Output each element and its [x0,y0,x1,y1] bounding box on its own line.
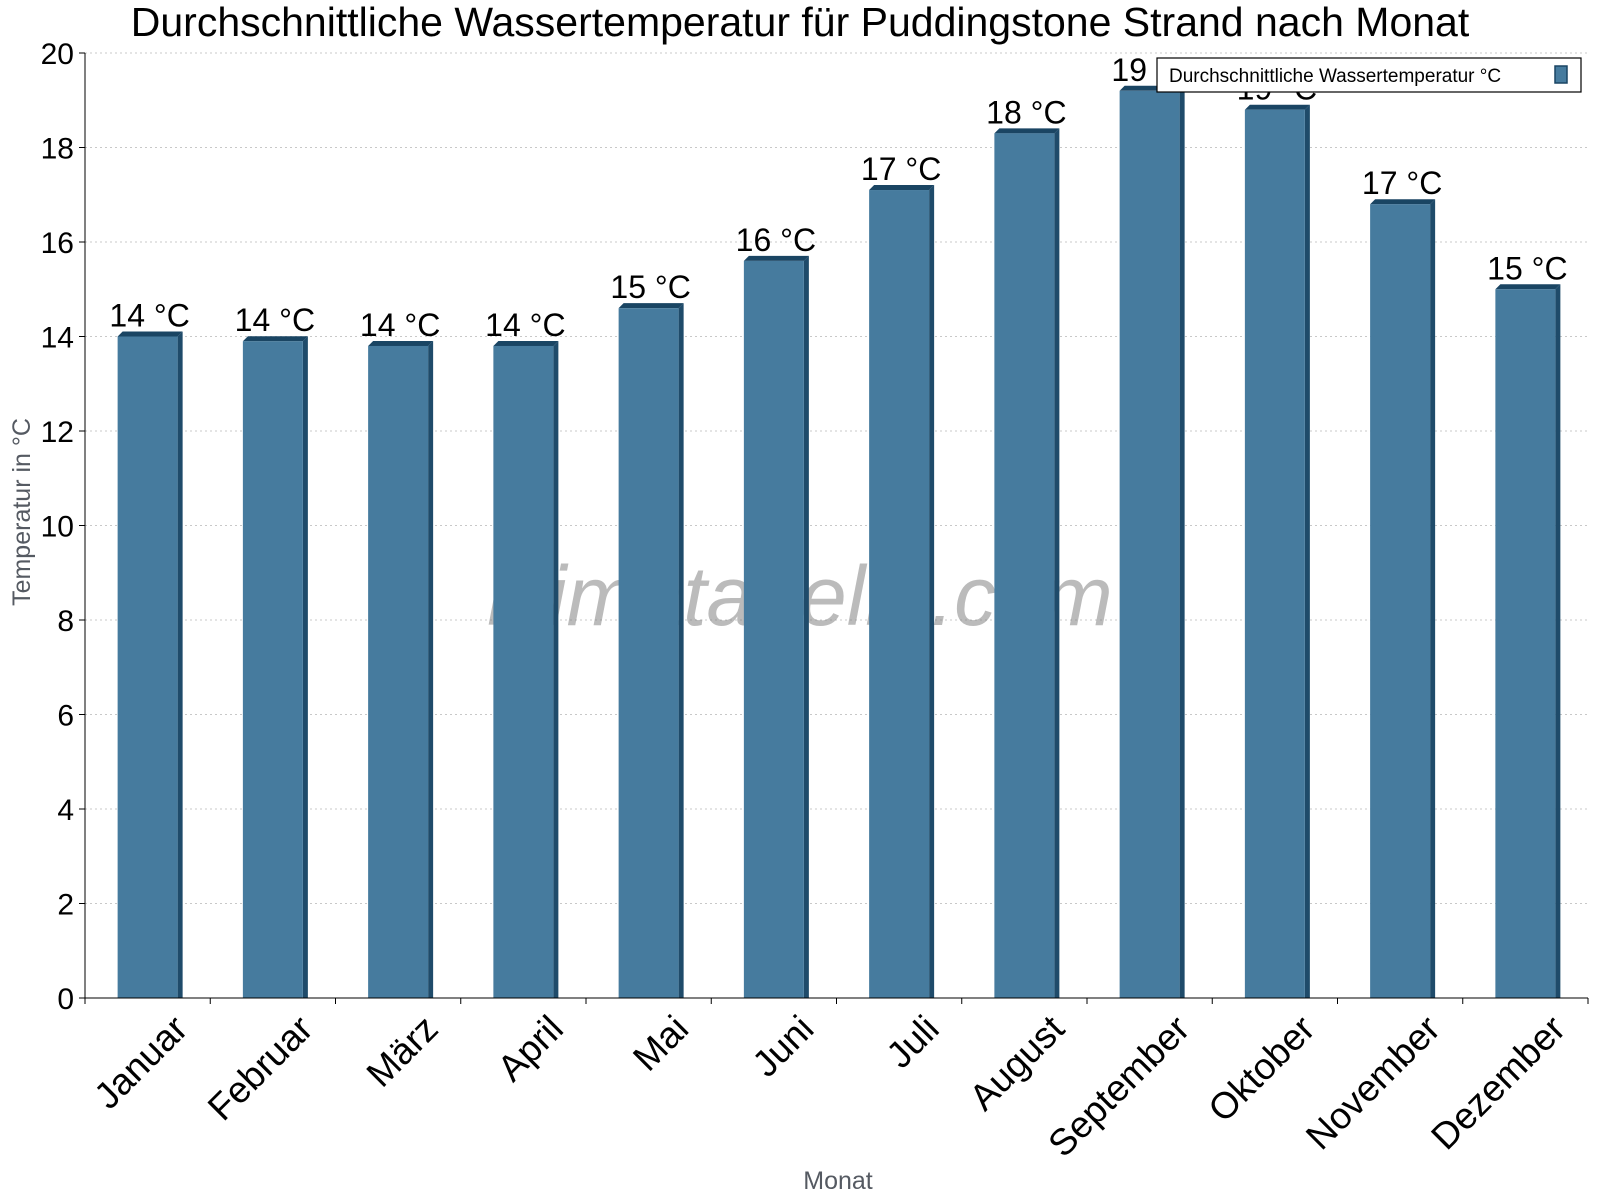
bar-top [1370,199,1436,205]
bar [869,185,935,998]
x-tick-label: Juni [745,1008,822,1085]
x-tick-label: Mai [625,1008,696,1079]
x-tick-label: Februar [200,1008,321,1129]
bar-side [177,331,183,998]
grid-lines [85,52,1588,904]
x-tick-label: März [359,1008,446,1095]
legend-label: Durchschnittliche Wassertemperatur °C [1169,66,1501,87]
x-tick-label: April [490,1008,571,1089]
bars [117,85,1561,999]
x-tick-label: Januar [86,1008,195,1117]
y-tick-label: 14 [41,322,74,355]
bar-side [428,340,434,998]
bar-side [1555,284,1561,998]
data-label: 17 °C [861,151,941,187]
bar-top [994,128,1060,134]
bar [1370,199,1436,998]
bar [1119,85,1185,999]
data-labels: 14 °C 14 °C 14 °C 14 °C 15 °C 16 °C 17 °C 18 °C… [109,52,1567,343]
chart-title: Durchschnittliche Wassertemperatur für P… [131,0,1470,45]
data-label: 14 °C [235,302,315,338]
y-ticks: 0 2 4 6 8 10 12 14 16 18 20 [41,38,85,1016]
bar-top [1244,104,1310,110]
bar-face [1119,90,1180,999]
y-tick-label: 18 [41,133,74,166]
data-label: 14 °C [360,307,440,343]
bar-side [1179,85,1185,999]
bar-top [242,336,308,342]
y-tick-label: 2 [57,889,74,922]
bar-side [1054,128,1060,998]
data-label: 14 °C [109,298,189,334]
legend: Durchschnittliche Wassertemperatur °C [1156,57,1582,93]
y-tick-label: 0 [57,983,74,1016]
x-axis-title: Monat [803,1167,873,1195]
data-label: 14 °C [485,307,565,343]
bar-top [743,255,809,261]
x-ticks: Januar Februar März April Mai Juni Juli AugustS… [86,1007,1573,1164]
legend-box [1156,57,1582,93]
bar-face [869,190,930,998]
x-tick-label: Oktober [1200,1008,1322,1130]
bar [493,340,559,998]
bar-side [1304,104,1310,998]
y-tick-label: 4 [57,794,74,827]
bar [117,331,183,998]
bar-face [493,345,554,998]
bar-top [368,340,434,346]
bar [743,255,809,998]
bar [368,340,434,998]
bar [1244,104,1310,998]
y-tick-label: 10 [41,511,74,544]
bar-side [302,336,308,999]
legend-swatch [1554,65,1568,84]
bar-face [242,341,303,999]
bar-side [553,340,559,998]
data-label: 17 °C [1362,165,1442,201]
x-tick-label: Dezember [1423,1008,1573,1158]
y-tick-label: 20 [41,38,74,71]
x-tick-label: November [1298,1008,1448,1158]
y-axis-title: Temperatur in °C [8,418,36,606]
bar [618,303,684,998]
data-label: 15 °C [1487,250,1567,286]
data-label: 16 °C [736,222,816,258]
bar-top [493,340,559,346]
bar-face [1370,204,1431,998]
bar-top [1495,284,1561,290]
x-tick-label: Juli [879,1008,947,1076]
bar-face [368,345,429,998]
bar [994,128,1060,998]
bar-face [1495,289,1556,998]
data-label: 15 °C [610,269,690,305]
bar-face [618,308,679,998]
bar-face [117,336,178,998]
bar-side [678,303,684,998]
bar-side [929,185,935,998]
bar-side [1430,199,1436,998]
bar-face [1244,109,1305,998]
bar-face [994,133,1055,998]
bar-side [803,255,809,998]
y-tick-label: 8 [57,605,74,638]
bar-top [869,185,935,191]
y-tick-label: 16 [41,227,74,260]
bar [1495,284,1561,998]
x-tick-label: August [962,1007,1073,1118]
data-label: 18 °C [986,94,1066,130]
y-tick-label: 6 [57,700,74,733]
bar [242,336,308,999]
bar-top [618,303,684,309]
y-tick-label: 12 [41,416,74,449]
bar-top [117,331,183,337]
bar-face [743,260,804,998]
